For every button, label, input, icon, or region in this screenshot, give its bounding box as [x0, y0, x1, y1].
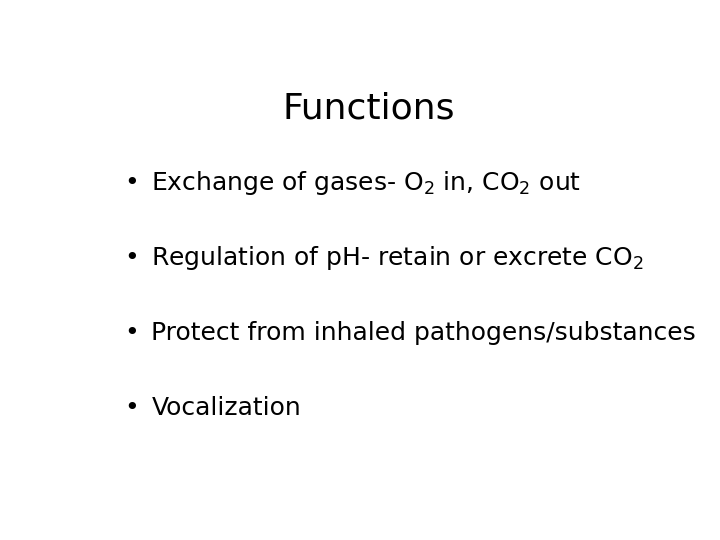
Text: Regulation of pH- retain or excrete CO$_2$: Regulation of pH- retain or excrete CO$_… [151, 244, 644, 272]
Text: •: • [125, 321, 139, 345]
Text: •: • [125, 246, 139, 270]
Text: Exchange of gases- O$_2$ in, CO$_2$ out: Exchange of gases- O$_2$ in, CO$_2$ out [151, 170, 581, 197]
Text: •: • [125, 171, 139, 195]
Text: Protect from inhaled pathogens/substances: Protect from inhaled pathogens/substance… [151, 321, 696, 345]
Text: Vocalization: Vocalization [151, 396, 301, 420]
Text: •: • [125, 396, 139, 420]
Text: Functions: Functions [283, 91, 455, 125]
